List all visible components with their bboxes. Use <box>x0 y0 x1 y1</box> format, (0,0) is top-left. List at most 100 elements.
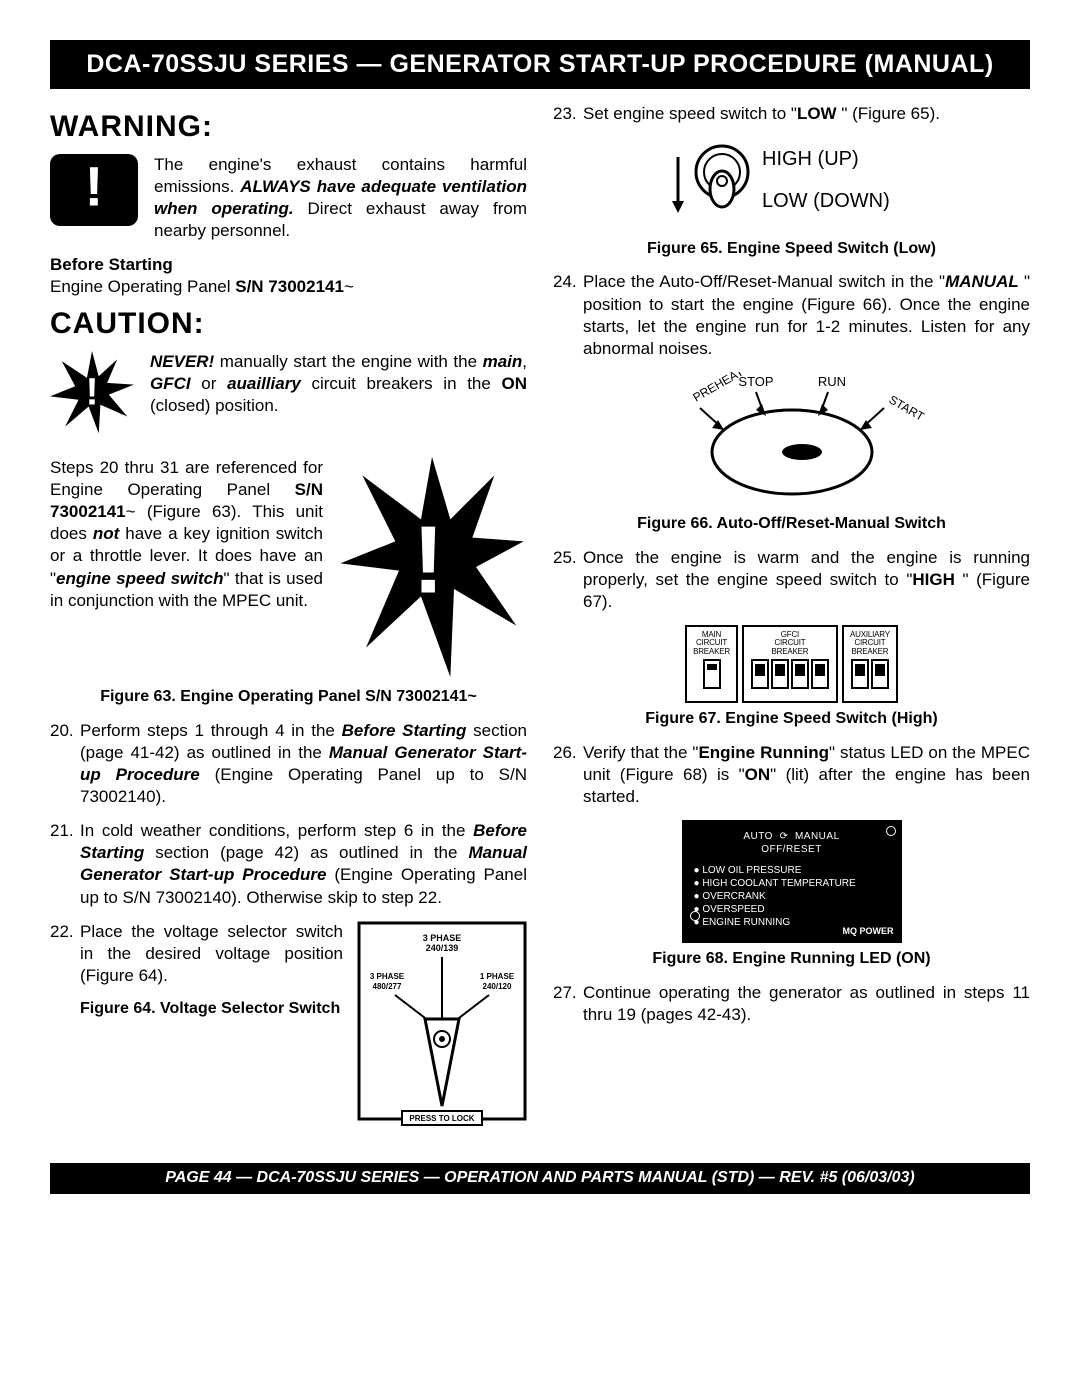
fig65-high: HIGH (UP) <box>762 148 859 170</box>
caution-on: ON <box>502 374 528 393</box>
svg-text:1 PHASE: 1 PHASE <box>480 972 515 981</box>
s24b: MANUAL <box>945 272 1024 291</box>
mpec-item: LOW OIL PRESSURE <box>694 864 890 877</box>
s26d: ON <box>745 765 771 784</box>
svg-text:!: ! <box>412 508 444 614</box>
step-25: 25. Once the engine is warm and the engi… <box>553 547 1030 613</box>
step-27-num: 27. <box>553 982 583 1026</box>
s21a: In cold weather conditions, perform step… <box>80 821 473 840</box>
caution-text: NEVER! manually start the engine with th… <box>150 351 527 417</box>
fig66-caption: Figure 66. Auto-Off/Reset-Manual Switch <box>553 514 1030 535</box>
before-pre: Engine Operating Panel <box>50 277 235 296</box>
caution-heading: CAUTION: <box>50 304 527 343</box>
fig63-caption: Figure 63. Engine Operating Panel S/N 73… <box>50 687 527 708</box>
fig65-caption: Figure 65. Engine Speed Switch (Low) <box>553 239 1030 260</box>
mpec-item: OVERCRANK <box>694 890 890 903</box>
step-23-num: 23. <box>553 103 583 125</box>
brk-aux-label: AUXILIARYCIRCUITBREAKER <box>850 631 890 656</box>
s23b: LOW <box>797 104 837 123</box>
mpec-top1: AUTO ⟳ MANUAL <box>694 830 890 843</box>
step-26: 26. Verify that the "Engine Running" sta… <box>553 742 1030 808</box>
fig66-figure: PREHEAT STOP RUN START <box>553 372 1030 508</box>
title-bar: DCA-70SSJU SERIES — GENERATOR START-UP P… <box>50 40 1030 89</box>
caution-end: (closed) position. <box>150 396 279 415</box>
fig67-caption: Figure 67. Engine Speed Switch (High) <box>553 709 1030 730</box>
step-22-left: 22. Place the voltage selector switch in… <box>50 921 343 1032</box>
warning-icon <box>50 154 138 226</box>
s26a: Verify that the " <box>583 743 698 762</box>
step-21-body: In cold weather conditions, perform step… <box>80 820 527 908</box>
caution-main: main <box>483 352 523 371</box>
mpec-brand: MQ POWER <box>843 926 894 938</box>
caution-gfci: GFCI <box>150 374 191 393</box>
step-23-body: Set engine speed switch to "LOW " (Figur… <box>583 103 1030 125</box>
fig65-figure: HIGH (UP) LOW (DOWN) <box>553 137 1030 233</box>
note-row: Steps 20 thru 31 are referenced for Engi… <box>50 457 527 677</box>
svg-text:START: START <box>886 392 927 424</box>
svg-text:RUN: RUN <box>817 374 845 389</box>
step-21-num: 21. <box>50 820 80 908</box>
step-22: 22. Place the voltage selector switch in… <box>50 921 343 987</box>
step-22-body: Place the voltage selector switch in the… <box>80 921 343 987</box>
step-27: 27. Continue operating the generator as … <box>553 982 1030 1026</box>
s26b: Engine Running <box>698 743 829 762</box>
step-22-row: 22. Place the voltage selector switch in… <box>50 921 527 1137</box>
breaker-main: MAINCIRCUITBREAKER <box>685 625 738 703</box>
burst-large-icon: ! <box>337 457 527 677</box>
s21c: section (page 42) as outlined in the <box>155 843 468 862</box>
fig68-figure: AUTO ⟳ MANUAL OFF/RESET LOW OIL PRESSURE… <box>682 820 902 943</box>
caution-aux: auailliary <box>227 374 301 393</box>
note-not: not <box>93 524 119 543</box>
before-sn: S/N 73002141 <box>235 277 344 296</box>
vs-lock-label: PRESS TO LOCK <box>409 1114 474 1123</box>
svg-text:480/277: 480/277 <box>373 982 402 991</box>
steps-left: 20. Perform steps 1 through 4 in the Bef… <box>50 720 527 909</box>
brk-gfci-label: GFCICIRCUITBREAKER <box>750 631 830 656</box>
mpec-item: OVERSPEED <box>694 903 890 916</box>
step-26-num: 26. <box>553 742 583 808</box>
note-text: Steps 20 thru 31 are referenced for Engi… <box>50 457 323 612</box>
fig64-caption: Figure 64. Voltage Selector Switch <box>80 999 343 1020</box>
breaker-aux: AUXILIARYCIRCUITBREAKER <box>842 625 898 703</box>
step-26-body: Verify that the "Engine Running" status … <box>583 742 1030 808</box>
step-24: 24. Place the Auto-Off/Reset-Manual swit… <box>553 271 1030 359</box>
step-27-body: Continue operating the generator as outl… <box>583 982 1030 1026</box>
mpec-led-list: LOW OIL PRESSURE HIGH COOLANT TEMPERATUR… <box>694 864 890 929</box>
right-column: 23. Set engine speed switch to "LOW " (F… <box>553 103 1030 1137</box>
step-20: 20. Perform steps 1 through 4 in the Bef… <box>50 720 527 808</box>
step-24-body: Place the Auto-Off/Reset-Manual switch i… <box>583 271 1030 359</box>
caution-s1: , <box>522 352 527 371</box>
step-25-num: 25. <box>553 547 583 613</box>
fig65-low: LOW (DOWN) <box>762 190 890 212</box>
svg-text:STOP: STOP <box>738 374 773 389</box>
caution-m2: circuit breakers in the <box>301 374 502 393</box>
step-24-num: 24. <box>553 271 583 359</box>
caution-m1: manually start the engine with the <box>214 352 482 371</box>
caution-never: NEVER! <box>150 352 214 371</box>
s23a: Set engine speed switch to " <box>583 104 797 123</box>
svg-text:3 PHASE: 3 PHASE <box>370 972 405 981</box>
note-pre: Steps 20 thru 31 are referenced for Engi… <box>50 458 323 499</box>
mpec-top2: OFF/RESET <box>694 843 890 856</box>
step-21: 21. In cold weather conditions, perform … <box>50 820 527 908</box>
before-heading: Before Starting <box>50 255 173 274</box>
svg-text:240/120: 240/120 <box>483 982 512 991</box>
voltage-selector-figure: 3 PHASE 240/139 3 PHASE 480/277 1 PHASE … <box>357 921 527 1137</box>
step-25-body: Once the engine is warm and the engine i… <box>583 547 1030 613</box>
svg-text:!: ! <box>86 371 99 414</box>
s24a: Place the Auto-Off/Reset-Manual switch i… <box>583 272 945 291</box>
brk-main-label: MAINCIRCUITBREAKER <box>693 631 730 656</box>
warning-heading: WARNING: <box>50 107 527 146</box>
footer-bar: PAGE 44 — DCA-70SSJU SERIES — OPERATION … <box>50 1163 1030 1194</box>
fig67-figure: MAINCIRCUITBREAKER GFCICIRCUITBREAKER AU… <box>553 625 1030 703</box>
step-20-body: Perform steps 1 through 4 in the Before … <box>80 720 527 808</box>
s25b: HIGH <box>912 570 955 589</box>
before-post: ~ <box>344 277 354 296</box>
s20b: Before Starting <box>342 721 474 740</box>
s23c: " (Figure 65). <box>837 104 940 123</box>
note-ess: engine speed switch <box>56 569 223 588</box>
step-20-num: 20. <box>50 720 80 808</box>
vs-top-label: 3 PHASE <box>423 933 462 943</box>
mpec-item: HIGH COOLANT TEMPERATURE <box>694 877 890 890</box>
caution-s2: or <box>191 374 227 393</box>
